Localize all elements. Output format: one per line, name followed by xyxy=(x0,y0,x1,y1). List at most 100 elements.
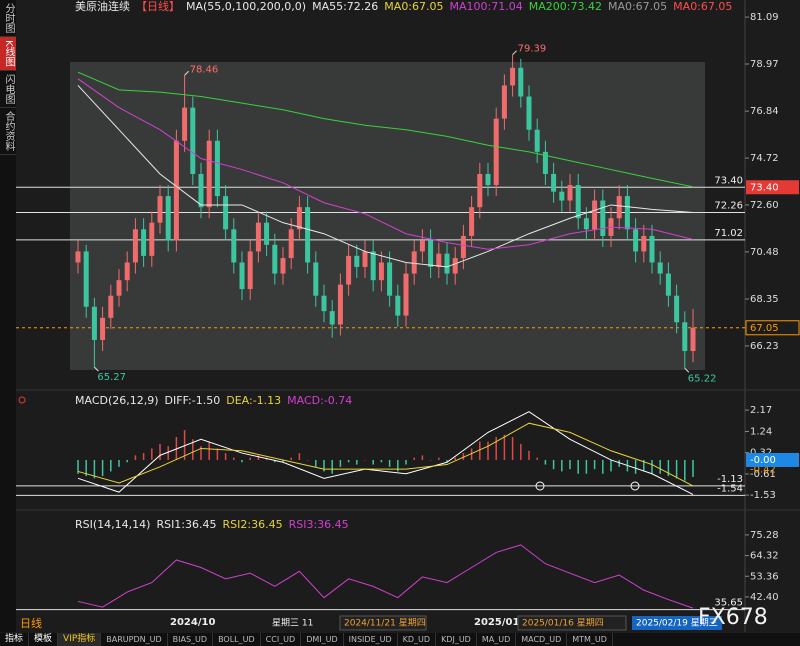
macd-bar xyxy=(643,459,645,472)
macd-bar xyxy=(347,459,350,463)
sidebar: 分时图 K线图 闪电图 合约资料 xyxy=(0,0,16,632)
candle-body xyxy=(149,222,155,256)
macd-bar xyxy=(602,459,604,474)
candle-body xyxy=(157,196,163,223)
candle-body xyxy=(526,96,532,130)
macd-bar xyxy=(85,459,87,477)
macd-bar xyxy=(118,459,120,467)
macd-bar xyxy=(667,459,670,477)
macd-bar xyxy=(495,436,497,460)
candle-body xyxy=(501,85,507,119)
macd-bar xyxy=(241,459,243,463)
candle-body xyxy=(452,258,458,274)
macd-bar xyxy=(487,441,489,460)
candle-body xyxy=(296,207,302,230)
y-tick-label: 68.35 xyxy=(750,294,779,305)
sidebar-tab[interactable]: 合约资料 xyxy=(0,108,16,155)
candle-body xyxy=(419,240,425,252)
axis-marker-label: -0.42 xyxy=(750,465,776,476)
toolbar-item[interactable]: BIAS_UD xyxy=(168,633,214,646)
macd-bar xyxy=(380,459,383,463)
date-tag-box xyxy=(517,615,627,631)
legend-item: RSI(14,14,14) xyxy=(75,518,150,531)
axis-marker-label: 73.40 xyxy=(750,182,779,193)
macd-bar xyxy=(339,459,342,467)
macd-bar xyxy=(298,453,301,460)
candle-body xyxy=(477,173,483,208)
candle-body xyxy=(551,173,557,192)
candle-body xyxy=(190,107,196,174)
candle-body xyxy=(313,262,319,296)
candle-body xyxy=(124,262,130,281)
toolbar-item[interactable]: 指标 xyxy=(0,633,30,646)
sidebar-tab[interactable]: K线图 xyxy=(0,37,16,71)
macd-bar xyxy=(151,448,153,460)
macd-bar xyxy=(274,459,276,463)
extreme-label: 65.27 xyxy=(97,372,126,383)
axis-marker-box xyxy=(746,180,799,195)
y-tick-label: 64.32 xyxy=(750,551,779,562)
macd-bar xyxy=(159,443,161,460)
legend-item: RSI1:36.45 xyxy=(156,518,216,531)
toolbar-item[interactable]: 模板 xyxy=(29,633,59,646)
toolbar-item[interactable]: MA_UD xyxy=(477,633,517,646)
toolbar-item[interactable]: VIP指标 xyxy=(58,633,102,646)
level-label: -1.54 xyxy=(717,483,743,494)
legend-item: MACD:-0.74 xyxy=(287,394,352,407)
toolbar-item[interactable]: CCI_UD xyxy=(261,633,302,646)
y-tick-label: 66.23 xyxy=(750,341,779,352)
panel-icon[interactable] xyxy=(18,396,26,404)
legend-item: RSI2:36.45 xyxy=(223,518,283,531)
level-label: 71.02 xyxy=(714,228,743,239)
candle-body xyxy=(272,244,278,274)
y-tick-label: 75.28 xyxy=(750,530,779,541)
x-tick-label: 2024/10 xyxy=(170,617,215,628)
candle-body xyxy=(182,107,188,141)
candle-body xyxy=(534,129,540,152)
candle-body xyxy=(485,173,491,186)
extreme-pointer xyxy=(184,70,189,76)
macd-bar xyxy=(282,459,284,463)
legend-item: DEA:-1.13 xyxy=(226,394,281,407)
axis-marker-label: -0.00 xyxy=(750,455,776,466)
toolbar-item[interactable]: DMI_UD xyxy=(301,633,344,646)
date-tag: 星期三 11 xyxy=(272,618,313,629)
extreme-pointer xyxy=(94,366,99,372)
legend-item: MA0:67.05 xyxy=(384,0,443,13)
chart: 日线 2024/10 2025/01 星期三 11 2024/11/21 星期四… xyxy=(16,0,800,632)
date-tag: 2024/11/21 星期四 xyxy=(344,618,426,629)
sidebar-tab[interactable]: 闪电图 xyxy=(0,71,16,108)
macd-bar xyxy=(77,459,79,474)
macd-bar xyxy=(552,459,555,470)
candle-body xyxy=(518,67,524,97)
macd-bar xyxy=(192,439,194,460)
candle-body xyxy=(354,255,360,267)
toolbar-item[interactable]: MTM_UD xyxy=(567,633,613,646)
toolbar-item[interactable]: BOLL_UD xyxy=(213,633,261,646)
candle-body xyxy=(493,118,499,186)
y-tick-label: 78.97 xyxy=(750,59,779,70)
macd-bar xyxy=(536,457,538,460)
level-label: 72.26 xyxy=(714,200,743,211)
toolbar-item[interactable]: KD_UD xyxy=(398,633,437,646)
toolbar-item[interactable]: INSIDE_UD xyxy=(344,633,398,646)
macd-bar xyxy=(364,459,366,461)
candle-body xyxy=(469,207,475,236)
macd-bar xyxy=(618,459,620,467)
candle-body xyxy=(264,222,270,245)
macd-bar xyxy=(110,459,112,472)
legend-item: MA100:71.04 xyxy=(450,0,523,13)
sidebar-tab[interactable]: 分时图 xyxy=(0,0,16,37)
candle-body xyxy=(255,222,261,252)
legend-item: MA0:67.05 xyxy=(673,0,732,13)
macd-bar xyxy=(577,459,579,474)
candle-body xyxy=(428,240,434,267)
macd-bar xyxy=(93,459,96,479)
toolbar-item[interactable]: KDJ_UD xyxy=(436,633,477,646)
axis-marker-box xyxy=(745,320,800,336)
candle-body xyxy=(116,280,122,296)
toolbar-item[interactable]: BARUPDN_UD xyxy=(101,633,168,646)
toolbar-item[interactable]: MACD_UD xyxy=(516,633,568,646)
macd-bar xyxy=(651,459,653,474)
macd-bar xyxy=(142,453,145,460)
